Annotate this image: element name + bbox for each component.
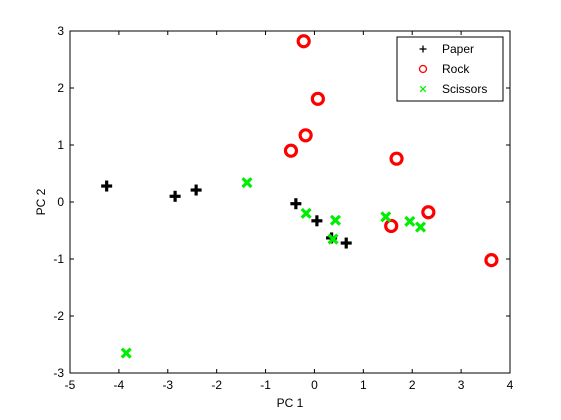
point-paper bbox=[340, 237, 352, 249]
legend: Paper Rock Scissors bbox=[396, 36, 504, 102]
point-scissors bbox=[300, 207, 312, 219]
point-paper bbox=[311, 215, 323, 227]
point-paper bbox=[190, 184, 202, 196]
point-scissors bbox=[380, 211, 392, 223]
legend-marker-scissors bbox=[419, 85, 427, 93]
y-axis-label: PC 2 bbox=[34, 188, 48, 215]
legend-box bbox=[396, 36, 504, 102]
legend-marker-paper bbox=[419, 45, 427, 53]
x-tick-label: -4 bbox=[114, 378, 125, 392]
point-paper bbox=[290, 198, 302, 210]
point-rock bbox=[296, 34, 311, 49]
legend-label-scissors: Scissors bbox=[442, 82, 487, 96]
x-tick-label: 4 bbox=[507, 378, 514, 392]
point-scissors bbox=[329, 214, 341, 226]
x-tick-label: 1 bbox=[360, 378, 367, 392]
point-rock bbox=[283, 143, 299, 158]
point-scissors bbox=[120, 347, 132, 359]
data-points bbox=[101, 34, 499, 359]
y-tick-label: 2 bbox=[57, 81, 64, 95]
legend-label-rock: Rock bbox=[442, 62, 470, 76]
point-paper bbox=[169, 190, 181, 202]
point-paper bbox=[101, 180, 113, 192]
y-tick-label: 0 bbox=[57, 195, 64, 209]
x-tick-label: 2 bbox=[409, 378, 416, 392]
point-rock bbox=[310, 91, 325, 106]
x-axis-label: PC 1 bbox=[277, 396, 304, 410]
y-tick-label: -1 bbox=[53, 252, 64, 266]
x-tick-label: 3 bbox=[458, 378, 465, 392]
x-tick-label: -5 bbox=[65, 378, 76, 392]
legend-label-paper: Paper bbox=[442, 42, 474, 56]
point-scissors bbox=[327, 233, 339, 245]
y-tick-label: 1 bbox=[57, 138, 64, 152]
legend-marker-rock bbox=[418, 64, 428, 74]
point-rock bbox=[421, 205, 436, 220]
point-scissors bbox=[415, 221, 427, 233]
point-rock bbox=[384, 218, 399, 234]
point-scissors bbox=[241, 177, 253, 189]
y-tick-label: 3 bbox=[57, 24, 64, 38]
y-tick-label: -3 bbox=[53, 366, 64, 380]
x-tick-label: 0 bbox=[311, 378, 318, 392]
axis-ticks: -5 -4 -3 -2 -1 0 1 2 3 4 -3 -2 -1 0 1 2 3 bbox=[53, 24, 513, 392]
point-rock bbox=[389, 151, 404, 166]
x-tick-label: -3 bbox=[162, 378, 173, 392]
point-rock bbox=[298, 128, 313, 143]
x-tick-label: -1 bbox=[260, 378, 271, 392]
point-rock bbox=[484, 253, 499, 268]
y-tick-label: -2 bbox=[53, 309, 64, 323]
point-scissors bbox=[404, 215, 416, 227]
x-tick-label: -2 bbox=[211, 378, 222, 392]
